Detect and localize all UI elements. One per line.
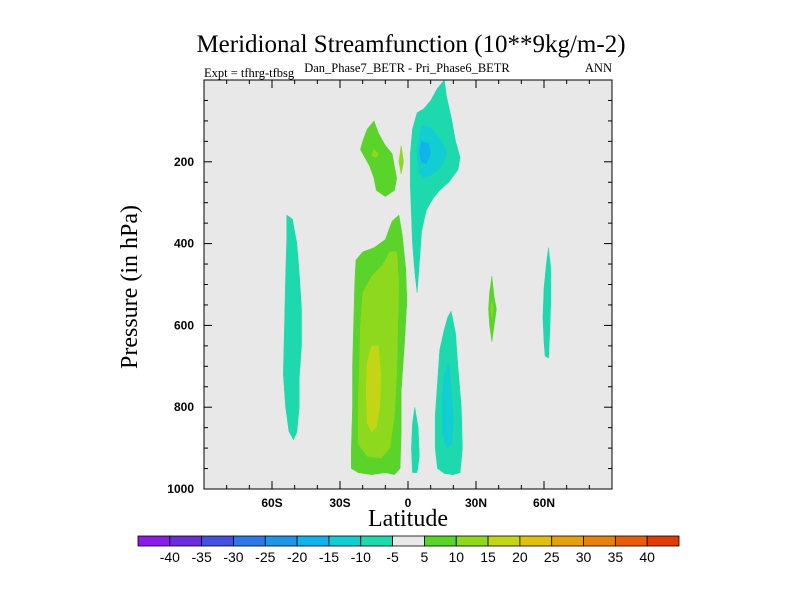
contour-region-upper-sh-positive (360, 120, 397, 197)
y-tick-label: 600 (174, 318, 194, 332)
season-label: ANN (585, 61, 612, 75)
colorbar-swatch (360, 535, 393, 547)
colorbar-swatch (328, 535, 362, 547)
plot-background (204, 80, 612, 489)
colorbar-swatch (296, 535, 330, 547)
chart-title: Meridional Streamfunction (10**9kg/m-2) (196, 31, 625, 58)
colorbar-swatch (455, 535, 489, 547)
colorbar-swatch (233, 535, 266, 547)
colorbar-label: -30 (223, 549, 243, 565)
colorbar-swatch (424, 535, 457, 547)
colorbar-swatch (392, 535, 425, 547)
chart-subtitle: Dan_Phase7_BETR - Pri_Phase6_BETR (304, 61, 510, 75)
contour-region-eq-lower-negative (411, 407, 420, 473)
colorbar-label: -20 (287, 549, 307, 565)
colorbar-label: 35 (608, 549, 624, 565)
colorbar-label: 40 (639, 549, 655, 565)
y-tick-label: 400 (174, 237, 194, 251)
colorbar-label: 5 (421, 549, 429, 565)
colorbar-swatch (169, 535, 203, 547)
contour-region-nh-upper-negative-core (419, 140, 431, 165)
colorbar-swatch (487, 535, 521, 547)
colorbar-swatch (201, 535, 234, 547)
plot-area: 60S 30S 0 30N 60N 200 400 600 800 1000 (167, 79, 613, 510)
contour-regions (283, 79, 552, 475)
colorbar-label: -35 (192, 549, 212, 565)
colorbar-swatch (519, 535, 553, 547)
colorbar-label: 20 (512, 549, 528, 565)
x-tick-label: 0 (405, 496, 412, 510)
colorbar-label: -5 (386, 549, 399, 565)
contour-region-nh-60n-negative (542, 247, 552, 359)
contour-region-sh-positive-inner-a (389, 251, 399, 286)
y-axis-label: Pressure (in hPa) (117, 205, 143, 369)
colorbar-swatch (614, 535, 648, 547)
colorbar-label: -25 (255, 549, 275, 565)
x-tick-label: 30N (465, 496, 487, 510)
colorbar-label: 25 (544, 549, 560, 565)
colorbar-label: 10 (448, 549, 464, 565)
x-tick-label: 30S (329, 496, 350, 510)
x-axis-label: Latitude (368, 506, 448, 532)
colorbar-label: 15 (480, 549, 496, 565)
y-tick-label: 800 (174, 400, 194, 414)
contour-region-nh-upper-negative-mid (416, 124, 447, 179)
axis-ticks: 60S 30S 0 30N 60N 200 400 600 800 1000 (167, 80, 612, 510)
colorbar-swatch (646, 535, 680, 547)
colorbar-label: -15 (319, 549, 339, 565)
contour-region-sh-midlat-negative (283, 214, 302, 441)
colorbar-label: -10 (351, 549, 371, 565)
colorbar: -40 -35 -30 -25 -20 -15 -10 -5 5 10 15 20 25 30 35 40 (137, 535, 680, 565)
colorbar-swatch (137, 535, 171, 547)
y-tick-label: 200 (174, 155, 194, 169)
colorbar-label: 30 (576, 549, 592, 565)
contour-region-upper-sh-positive-core (371, 149, 379, 159)
x-tick-label: 60N (533, 496, 555, 510)
y-tick-label: 1000 (167, 482, 194, 496)
experiment-label: Expt = tfhrg-tfbsg (204, 66, 295, 80)
contour-region-nh-lower-negative-core (441, 362, 454, 449)
x-tick-label: 60S (261, 496, 282, 510)
contour-region-upper-sh-eq-positive (398, 145, 404, 175)
contour-region-sh-tropics-positive-core (365, 345, 382, 433)
colorbar-swatch (583, 535, 616, 547)
colorbar-label: -40 (160, 549, 180, 565)
colorbar-swatch (264, 535, 298, 547)
contour-region-nh-30n-positive-core (490, 300, 494, 318)
colorbar-swatch (551, 535, 584, 547)
